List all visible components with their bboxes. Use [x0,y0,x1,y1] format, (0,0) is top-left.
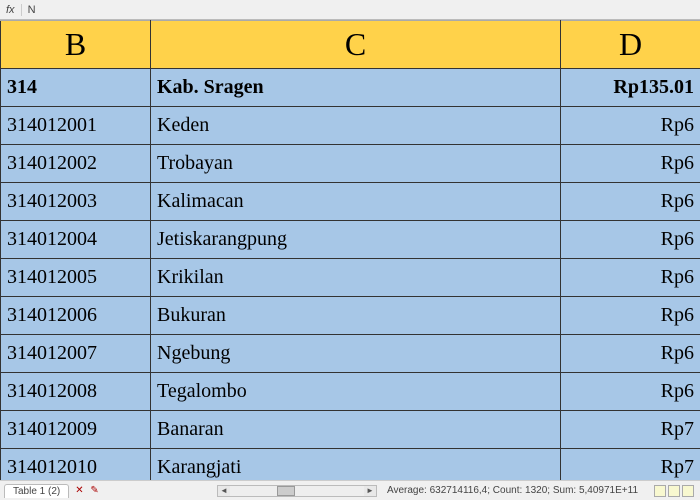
view-mode-icons[interactable] [648,485,700,497]
cell[interactable]: Jetiskarangpung [151,221,561,259]
cell[interactable]: Rp6 [561,107,700,145]
cell[interactable]: 314012008 [1,373,151,411]
cell[interactable]: Rp6 [561,335,700,373]
table-row: 314 Kab. Sragen Rp135.01 [1,69,700,107]
cell[interactable]: Trobayan [151,145,561,183]
cell[interactable]: Rp6 [561,145,700,183]
col-header-b[interactable]: B [1,21,151,69]
table-row: 314012001KedenRp6 [1,107,700,145]
cell[interactable]: Kalimacan [151,183,561,221]
cell[interactable]: Rp135.01 [561,69,700,107]
table-row: 314012006BukuranRp6 [1,297,700,335]
status-bar: Table 1 (2) ✕ ✎ ◄ ► Average: 632714116,4… [0,480,700,500]
view-icon[interactable] [682,485,694,497]
cell[interactable]: Rp6 [561,221,700,259]
table-row: 314012003KalimacanRp6 [1,183,700,221]
cell[interactable]: 314012002 [1,145,151,183]
cell[interactable]: Ngebung [151,335,561,373]
scroll-thumb[interactable] [277,486,295,496]
table-row: 314012004JetiskarangpungRp6 [1,221,700,259]
cell[interactable]: 314012001 [1,107,151,145]
scroll-left-icon[interactable]: ◄ [218,486,230,496]
cell[interactable]: Rp6 [561,183,700,221]
cell[interactable]: 314012004 [1,221,151,259]
cell[interactable]: 314012007 [1,335,151,373]
cell[interactable]: 314012003 [1,183,151,221]
selection-stats: Average: 632714116,4; Count: 1320; Sum: … [377,485,648,496]
col-header-d[interactable]: D [561,21,700,69]
cell[interactable]: Bukuran [151,297,561,335]
cell[interactable]: 314012009 [1,411,151,449]
cell[interactable]: 314 [1,69,151,107]
cell[interactable]: 314012005 [1,259,151,297]
view-icon[interactable] [668,485,680,497]
table-row: 314012009BanaranRp7 [1,411,700,449]
horizontal-scrollbar[interactable]: ◄ ► [217,485,377,497]
table-row: 314012002TrobayanRp6 [1,145,700,183]
cell[interactable]: Banaran [151,411,561,449]
cell[interactable]: Krikilan [151,259,561,297]
cell[interactable]: Rp6 [561,259,700,297]
cell[interactable]: Rp6 [561,373,700,411]
formula-bar: fx N [0,0,700,20]
scroll-right-icon[interactable]: ► [364,486,376,496]
column-header-row: B C D [1,21,700,69]
spreadsheet-grid: B C D 314 Kab. Sragen Rp135.01 314012001… [0,20,700,487]
cell[interactable]: Keden [151,107,561,145]
table-row: 314012008TegalomboRp6 [1,373,700,411]
tab-controls-icon[interactable]: ✕ ✎ [75,485,101,496]
view-icon[interactable] [654,485,666,497]
fx-label: fx [0,4,22,16]
cell[interactable]: Tegalombo [151,373,561,411]
table-row: 314012005KrikilanRp6 [1,259,700,297]
cell[interactable]: Rp6 [561,297,700,335]
sheet-tab[interactable]: Table 1 (2) [4,484,69,498]
table-row: 314012007NgebungRp6 [1,335,700,373]
col-header-c[interactable]: C [151,21,561,69]
cell[interactable]: Rp7 [561,411,700,449]
formula-value[interactable]: N [22,4,36,16]
cell[interactable]: 314012006 [1,297,151,335]
cell[interactable]: Kab. Sragen [151,69,561,107]
